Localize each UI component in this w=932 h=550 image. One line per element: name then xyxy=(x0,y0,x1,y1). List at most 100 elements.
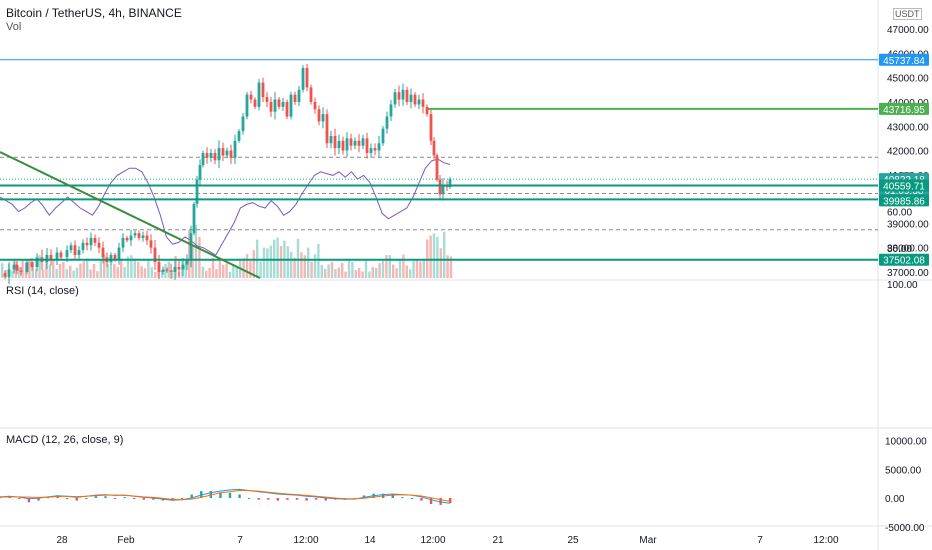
candle-body xyxy=(441,184,445,195)
time-tick: 7 xyxy=(237,535,243,546)
volume-bar xyxy=(205,270,208,278)
macd-tick: 5000.00 xyxy=(885,465,922,476)
candle-body xyxy=(309,87,313,102)
macd-histogram-bar xyxy=(66,498,69,499)
volume-bar xyxy=(116,267,119,278)
volume-bar xyxy=(75,267,79,278)
candle-body xyxy=(177,267,181,270)
candle-body xyxy=(429,114,433,141)
volume-bar xyxy=(317,243,320,278)
volume-bar xyxy=(429,235,432,278)
candle-body xyxy=(113,254,117,260)
macd-histogram-bar xyxy=(0,497,2,499)
macd-histogram-bar xyxy=(276,498,280,501)
candle-body xyxy=(448,179,452,187)
candle-body xyxy=(49,254,53,260)
candle-body xyxy=(221,148,225,156)
macd-label: MACD (12, 26, close, 9) xyxy=(6,434,124,446)
candle-body xyxy=(425,106,429,115)
macd-histogram-bar xyxy=(123,497,126,499)
candle-body xyxy=(361,138,365,146)
volume-bar xyxy=(130,255,133,278)
volume-bar xyxy=(327,264,330,278)
candle-body xyxy=(245,94,249,117)
volume-bar xyxy=(426,239,429,278)
macd-histogram-bar xyxy=(27,498,31,503)
candle-body xyxy=(257,82,261,107)
macd-histogram-bar xyxy=(449,498,452,504)
candle-body xyxy=(173,267,177,272)
time-tick: 12:00 xyxy=(420,535,445,546)
candle-body xyxy=(133,233,137,236)
volume-bar xyxy=(310,261,313,278)
candle-body xyxy=(317,109,321,122)
price-label-level: 37502.08 xyxy=(883,256,925,267)
candle-body xyxy=(313,101,317,110)
volume-bar xyxy=(235,265,238,278)
price-label-top: 45737.84 xyxy=(883,56,925,67)
macd-histogram-bar xyxy=(420,498,423,501)
volume-bar xyxy=(354,270,357,278)
volume-bar xyxy=(300,252,303,278)
volume-bar xyxy=(381,260,385,278)
candle-body xyxy=(169,270,173,272)
candle-body xyxy=(337,140,341,149)
candle-body xyxy=(101,247,105,258)
candle-body xyxy=(417,99,421,105)
candle-body xyxy=(209,152,213,158)
candle-body xyxy=(125,237,129,241)
rsi-label: RSI (14, close) xyxy=(6,285,79,297)
price-label-countdown: 01:09:38 xyxy=(885,186,924,197)
price-tick: 42000.00 xyxy=(887,147,929,158)
volume-bars xyxy=(1,224,453,278)
candle-body xyxy=(281,101,285,107)
volume-bar xyxy=(109,264,113,278)
candle-body xyxy=(77,250,81,255)
macd-histogram-bar xyxy=(180,498,184,499)
candle-body xyxy=(201,152,205,166)
volume-bar xyxy=(194,224,198,278)
candle-body xyxy=(289,94,293,117)
candle-body xyxy=(192,203,196,234)
macd-histogram-bar xyxy=(219,492,222,498)
volume-bar xyxy=(18,266,21,278)
candle-body xyxy=(409,94,413,102)
volume-bar xyxy=(313,254,317,278)
candle-body xyxy=(269,101,273,112)
volume-bar xyxy=(65,269,68,278)
candle-body xyxy=(249,94,253,100)
volume-bar xyxy=(21,260,24,278)
candle-body xyxy=(349,138,353,146)
price-tick: 39000.00 xyxy=(887,219,929,230)
volume-bar xyxy=(337,267,340,278)
candle-body xyxy=(325,114,329,144)
price-labels: 45737.8443716.9540822.1801:09:3840559.71… xyxy=(879,53,929,267)
volume-bar xyxy=(449,256,453,278)
volume-bar xyxy=(341,262,344,278)
volume-label: Vol xyxy=(6,21,22,33)
volume-bar xyxy=(395,268,398,278)
volume-bar xyxy=(137,262,140,278)
price-label-bg xyxy=(879,53,929,66)
macd-histogram-bar xyxy=(257,498,260,500)
candle-body xyxy=(15,264,19,271)
candle-body xyxy=(141,235,145,238)
macd-histogram-bar xyxy=(247,498,251,499)
volume-bar xyxy=(188,230,191,278)
rsi-tick: 80.00 xyxy=(887,244,912,255)
volume-bar xyxy=(171,269,174,278)
candle-body xyxy=(305,67,309,88)
volume-bar xyxy=(269,245,272,278)
candle-body xyxy=(109,254,113,263)
volume-bar xyxy=(96,271,99,278)
macd-histogram-bar xyxy=(314,498,318,500)
macd-histogram-bar xyxy=(410,498,414,499)
volume-bar xyxy=(150,267,153,278)
candle-body xyxy=(438,179,442,195)
macd-histogram-bar xyxy=(113,498,117,499)
volume-bar xyxy=(351,262,354,278)
time-tick: 12:00 xyxy=(293,535,318,546)
time-tick: 21 xyxy=(492,535,504,546)
volume-bar xyxy=(368,271,371,278)
